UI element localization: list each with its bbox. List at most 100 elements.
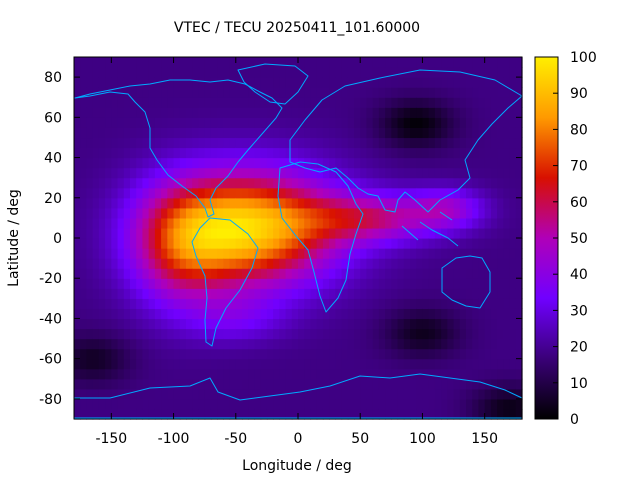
heatmap-cell [310, 67, 318, 78]
heatmap-cell [441, 248, 448, 259]
heatmap-cell [329, 137, 336, 149]
heatmap-cell [266, 97, 274, 108]
heatmap-cell [316, 388, 324, 400]
heatmap-cell [441, 318, 448, 330]
heatmap-cell [204, 87, 212, 98]
heatmap-cell [98, 328, 106, 340]
heatmap-cell [161, 288, 168, 299]
heatmap-cell [279, 248, 287, 259]
heatmap-cell [472, 288, 480, 299]
heatmap-cell [298, 207, 305, 219]
heatmap-cell [335, 107, 343, 118]
heatmap-cell [372, 187, 380, 199]
heatmap-cell [186, 197, 193, 209]
heatmap-cell [490, 177, 498, 189]
heatmap-cell [354, 177, 361, 189]
heatmap-cell [515, 308, 523, 320]
heatmap-cell [279, 157, 287, 169]
heatmap-cell [192, 157, 200, 169]
heatmap-cell [235, 177, 243, 189]
heatmap-cell [260, 318, 268, 330]
heatmap-cell [98, 408, 106, 420]
heatmap-cell [98, 107, 106, 118]
heatmap-cell [466, 268, 473, 279]
heatmap-cell [179, 398, 187, 410]
heatmap-cell [341, 328, 349, 340]
heatmap-cell [428, 388, 436, 400]
heatmap-cell [279, 147, 287, 159]
heatmap-cell [148, 398, 156, 410]
heatmap-cell [154, 388, 162, 400]
heatmap-cell [478, 408, 486, 420]
heatmap-cell [105, 187, 112, 199]
heatmap-cell [154, 298, 162, 309]
heatmap-cell [341, 157, 349, 169]
heatmap-cell [86, 348, 94, 360]
heatmap-cell [484, 177, 492, 189]
heatmap-cell [397, 187, 405, 199]
heatmap-cell [422, 157, 430, 169]
heatmap-cell [310, 368, 318, 380]
heatmap-cell [186, 288, 193, 299]
heatmap-cell [503, 338, 511, 350]
heatmap-cell [161, 278, 168, 289]
heatmap-cell [117, 268, 125, 279]
heatmap-cell [210, 308, 218, 320]
heatmap-cell [136, 217, 144, 229]
heatmap-cell [254, 298, 262, 309]
heatmap-cell [98, 318, 106, 330]
heatmap-cell [173, 107, 181, 118]
heatmap-cell [136, 368, 144, 380]
heatmap-cell [316, 137, 324, 149]
heatmap-cell [154, 278, 162, 289]
heatmap-cell [497, 248, 504, 259]
heatmap-cell [148, 308, 156, 320]
heatmap-cell [204, 328, 212, 340]
heatmap-cell [92, 388, 100, 400]
heatmap-cell [273, 298, 280, 309]
heatmap-cell [472, 348, 480, 360]
heatmap-cell [354, 278, 361, 289]
heatmap-cell [117, 177, 125, 189]
heatmap-cell [161, 248, 168, 259]
heatmap-cell [86, 358, 94, 370]
heatmap-cell [441, 87, 448, 98]
heatmap-cell [142, 87, 150, 98]
heatmap-cell [316, 238, 324, 249]
heatmap-cell [416, 207, 424, 219]
y-tick-label: -40 [39, 311, 62, 327]
heatmap-cell [192, 167, 200, 179]
heatmap-cell [304, 288, 312, 299]
heatmap-cell [335, 157, 343, 169]
heatmap-cell [74, 217, 81, 229]
heatmap-cell [142, 268, 150, 279]
heatmap-cell [366, 217, 374, 229]
heatmap-cell [360, 368, 368, 380]
heatmap-cell [310, 137, 318, 149]
heatmap-cell [136, 288, 144, 299]
heatmap-cell [360, 67, 368, 78]
heatmap-cell [285, 197, 293, 209]
heatmap-cell [366, 77, 374, 88]
heatmap-cell [260, 408, 268, 420]
heatmap-cell [248, 258, 256, 269]
heatmap-cell [291, 408, 299, 420]
heatmap-cell [167, 147, 175, 159]
heatmap-cell [509, 167, 517, 179]
heatmap-cell [472, 338, 480, 350]
heatmap-cell [217, 328, 224, 340]
heatmap-cell [310, 308, 318, 320]
heatmap-cell [123, 67, 131, 78]
heatmap-cell [142, 388, 150, 400]
heatmap-cell [148, 97, 156, 108]
heatmap-cell [111, 137, 119, 149]
heatmap-cell [291, 278, 299, 289]
heatmap-cell [434, 207, 442, 219]
heatmap-cell [229, 328, 237, 340]
heatmap-cell [484, 107, 492, 118]
heatmap-cell [161, 137, 168, 149]
heatmap-cell [503, 77, 511, 88]
heatmap-cell [490, 117, 498, 128]
heatmap-cell [92, 177, 100, 189]
